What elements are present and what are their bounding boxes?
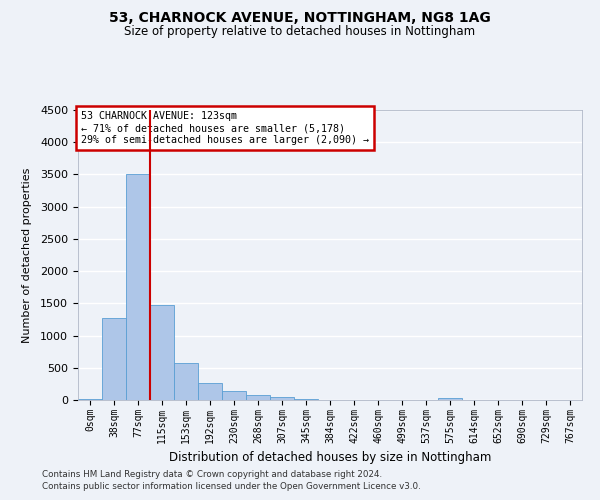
Bar: [270, 398, 294, 400]
Text: 53, CHARNOCK AVENUE, NOTTINGHAM, NG8 1AG: 53, CHARNOCK AVENUE, NOTTINGHAM, NG8 1AG: [109, 11, 491, 25]
Text: Contains public sector information licensed under the Open Government Licence v3: Contains public sector information licen…: [42, 482, 421, 491]
Bar: [246, 395, 270, 400]
Bar: [438, 398, 462, 400]
Bar: [198, 382, 222, 400]
Y-axis label: Number of detached properties: Number of detached properties: [22, 168, 32, 342]
Bar: [126, 174, 150, 400]
Bar: [222, 392, 246, 400]
Bar: [150, 304, 174, 400]
Bar: [294, 398, 318, 400]
Bar: [174, 362, 198, 400]
Bar: [78, 398, 102, 400]
Text: Size of property relative to detached houses in Nottingham: Size of property relative to detached ho…: [124, 25, 476, 38]
Bar: [102, 318, 126, 400]
X-axis label: Distribution of detached houses by size in Nottingham: Distribution of detached houses by size …: [169, 451, 491, 464]
Text: 53 CHARNOCK AVENUE: 123sqm
← 71% of detached houses are smaller (5,178)
29% of s: 53 CHARNOCK AVENUE: 123sqm ← 71% of deta…: [80, 112, 368, 144]
Text: Contains HM Land Registry data © Crown copyright and database right 2024.: Contains HM Land Registry data © Crown c…: [42, 470, 382, 479]
